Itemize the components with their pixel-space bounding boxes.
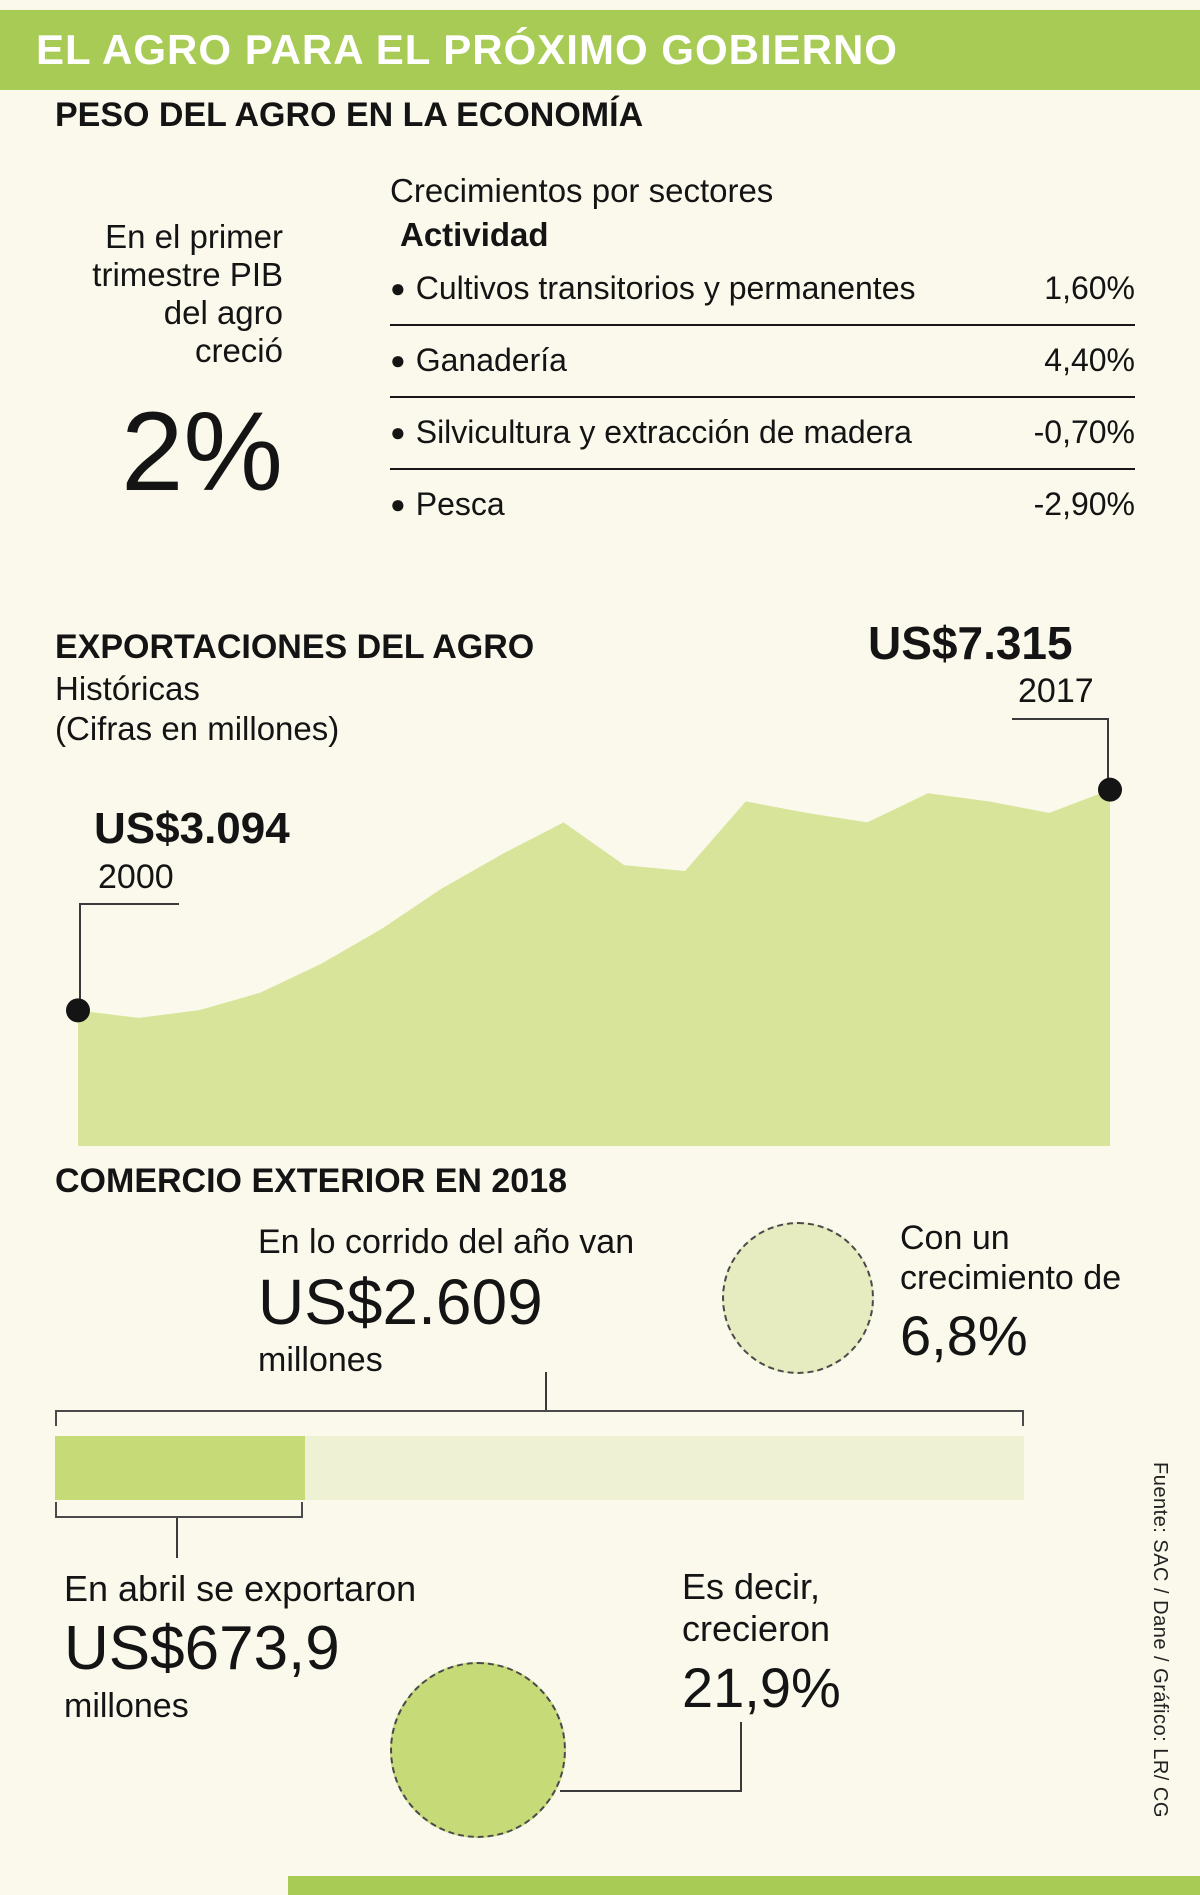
bullet-icon: ● xyxy=(390,417,406,447)
sector-value: -2,90% xyxy=(1033,486,1135,522)
bullet-icon: ● xyxy=(390,345,406,375)
start-dot xyxy=(66,998,90,1023)
page-title: EL AGRO PARA EL PRÓXIMO GOBIERNO xyxy=(36,26,898,73)
ytd-block: En lo corrido del año van US$2.609 millo… xyxy=(258,1222,634,1380)
april-block: En abril se exportaron US$673,9 millones xyxy=(64,1568,416,1726)
end-callout-line-v xyxy=(1107,718,1109,780)
ytd-unit: millones xyxy=(258,1341,383,1379)
sector-label: Ganadería xyxy=(415,342,567,378)
sector-row: ● Cultivos transitorios y permanentes 1,6… xyxy=(390,254,1135,326)
header-bar: EL AGRO PARA EL PRÓXIMO GOBIERNO xyxy=(0,10,1200,90)
exports-subtitle: Históricas xyxy=(55,670,200,707)
sector-value: 4,40% xyxy=(1044,342,1135,378)
area-series xyxy=(78,789,1110,1146)
april-growth-line-v xyxy=(740,1722,742,1792)
end-value-label: US$7.315 xyxy=(868,617,1073,669)
sector-label: Pesca xyxy=(415,486,505,522)
april-intro: En abril se exportaron xyxy=(64,1568,417,1609)
sector-value: -0,70% xyxy=(1033,414,1135,450)
april-growth-intro-line: Es decir, xyxy=(682,1566,821,1607)
sector-row: ● Silvicultura y extracción de madera -0,… xyxy=(390,398,1135,470)
bottom-bar xyxy=(288,1876,1200,1895)
sector-label: Silvicultura y extracción de madera xyxy=(415,414,912,450)
bar-bracket-top xyxy=(55,1410,1024,1426)
trade-bar-april-segment xyxy=(55,1436,305,1500)
growth-circle xyxy=(722,1222,874,1374)
end-callout-line-h xyxy=(1012,718,1108,720)
growth-block: Con un crecimiento de 6,8% xyxy=(900,1218,1121,1368)
growth-value: 6,8% xyxy=(900,1304,1028,1367)
growth-intro-line: crecimiento de xyxy=(900,1259,1122,1297)
economy-big-value: 2% xyxy=(121,389,283,514)
trade-bar xyxy=(55,1436,1024,1500)
sector-row: ● Pesca -2,90% xyxy=(390,470,1135,540)
start-callout-line-v xyxy=(79,903,81,1001)
section-title-economy: PESO DEL AGRO EN LA ECONOMÍA xyxy=(55,96,644,134)
exports-area-chart xyxy=(66,777,1122,1146)
sectors-table: Crecimientos por sectores Actividad ● Cul… xyxy=(390,172,1135,540)
start-year-label: 2000 xyxy=(98,858,174,896)
ytd-intro: En lo corrido del año van xyxy=(258,1223,635,1261)
end-year-label: 2017 xyxy=(1018,672,1094,710)
start-value-label: US$3.094 xyxy=(94,804,290,853)
sector-row: ● Ganadería 4,40% xyxy=(390,326,1135,398)
april-callout-stem xyxy=(176,1518,178,1558)
intro-line: del agro xyxy=(163,294,283,331)
economy-intro: En el primer trimestre PIB del agro crec… xyxy=(40,218,283,370)
intro-line: trimestre PIB xyxy=(92,256,283,293)
intro-line: creció xyxy=(194,332,283,369)
april-value: US$673,9 xyxy=(64,1614,340,1683)
source-credit: Fuente: SAC / Dane / Gráfico: LR/ CG xyxy=(1149,1462,1171,1818)
growth-intro-line: Con un xyxy=(900,1219,1010,1257)
april-growth-value: 21,9% xyxy=(682,1656,841,1719)
april-growth-block: Es decir, crecieron 21,9% xyxy=(682,1566,841,1720)
april-bracket xyxy=(55,1502,303,1518)
exports-units: (Cifras en millones) xyxy=(55,710,340,747)
april-growth-circle xyxy=(390,1662,566,1838)
intro-line: En el primer xyxy=(105,218,283,255)
bar-callout-stem xyxy=(545,1372,547,1410)
april-growth-line-h xyxy=(560,1790,742,1792)
ytd-value: US$2.609 xyxy=(258,1266,543,1338)
bullet-icon: ● xyxy=(390,273,406,303)
sector-label: Cultivos transitorios y permanentes xyxy=(415,270,916,306)
start-callout-line-h xyxy=(79,903,179,905)
section-title-exports: EXPORTACIONES DEL AGRO xyxy=(55,628,535,666)
bullet-icon: ● xyxy=(390,489,406,519)
april-growth-intro-line: crecieron xyxy=(682,1608,831,1649)
section-title-trade: COMERCIO EXTERIOR EN 2018 xyxy=(55,1162,568,1200)
sector-value: 1,60% xyxy=(1044,270,1135,306)
april-unit: millones xyxy=(64,1687,189,1725)
table-title: Crecimientos por sectores xyxy=(390,172,774,209)
table-subtitle: Actividad xyxy=(400,216,549,253)
end-dot xyxy=(1098,777,1122,802)
